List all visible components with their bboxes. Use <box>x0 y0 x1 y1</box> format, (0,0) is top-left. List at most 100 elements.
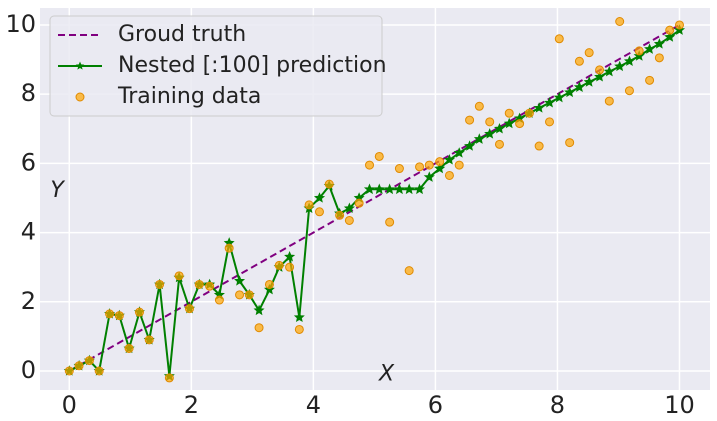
scatter-point <box>474 101 484 111</box>
scatter-point <box>244 290 254 300</box>
scatter-point <box>285 262 295 272</box>
scatter-point <box>64 366 74 376</box>
scatter-point <box>404 266 414 276</box>
star-marker <box>343 202 355 214</box>
scatter-point <box>454 160 464 170</box>
scatter-point <box>155 279 165 289</box>
y-tick-label: 4 <box>21 218 36 246</box>
star-marker <box>293 311 305 323</box>
star-marker <box>253 304 265 316</box>
scatter-point <box>184 304 194 314</box>
scatter-point <box>674 20 684 30</box>
star-marker <box>573 81 585 92</box>
star-marker <box>603 65 615 77</box>
star-marker <box>614 60 626 72</box>
star-marker <box>464 140 476 151</box>
scatter-point <box>504 108 514 118</box>
annotation: X <box>378 361 395 386</box>
star-marker <box>633 50 645 61</box>
scatter-point <box>214 295 224 305</box>
star-marker <box>443 154 455 165</box>
scatter-point <box>205 281 215 291</box>
scatter-point <box>94 366 104 376</box>
x-tick-label: 6 <box>428 391 443 419</box>
legend-swatch <box>75 92 85 102</box>
scatter-point <box>194 279 204 289</box>
scatter-point <box>144 335 154 345</box>
star-marker <box>453 147 465 158</box>
scatter-point <box>264 279 274 289</box>
y-tick-label: 10 <box>5 10 36 38</box>
star-marker <box>664 31 676 42</box>
star-marker <box>423 171 435 182</box>
scatter-point <box>545 117 555 127</box>
scatter-point <box>604 96 614 106</box>
scatter-point <box>294 324 304 334</box>
scatter-point <box>235 290 245 300</box>
scatter-point <box>634 46 644 56</box>
scatter-point <box>435 157 445 167</box>
y-tick-label: 0 <box>21 356 36 384</box>
scatter-point <box>494 139 504 149</box>
y-tick-label: 2 <box>21 287 36 315</box>
scatter-point <box>654 53 664 63</box>
scatter-point <box>485 117 495 127</box>
star-marker <box>363 183 376 195</box>
star-marker <box>373 183 385 195</box>
star-marker <box>553 91 565 103</box>
star-marker <box>623 55 635 66</box>
star-marker <box>533 102 545 113</box>
scatter-point <box>224 243 234 253</box>
scatter-point <box>314 207 324 217</box>
scatter-point <box>645 75 655 85</box>
scatter-point <box>105 309 115 319</box>
scatter-point <box>595 65 605 75</box>
scatter-point <box>374 151 384 161</box>
scatter-point <box>254 323 264 333</box>
scatter-point <box>615 16 625 26</box>
scatter-point <box>574 56 584 66</box>
star-marker <box>503 117 515 129</box>
scatter-point <box>394 164 404 174</box>
scatter-point <box>124 343 134 353</box>
y-tick-label: 8 <box>21 79 36 107</box>
scatter-point <box>565 138 575 148</box>
scatter-point <box>385 217 395 227</box>
annotation: Y <box>50 178 65 203</box>
scatter-point <box>335 210 345 220</box>
scatter-point <box>665 25 675 35</box>
scatter-point <box>114 311 124 321</box>
star-marker <box>313 192 326 203</box>
scatter-point <box>465 115 475 125</box>
scatter-point <box>415 162 425 172</box>
scatter-point <box>424 160 434 170</box>
star-marker <box>263 283 275 295</box>
legend-box <box>49 15 383 117</box>
scatter-point <box>74 361 84 371</box>
x-tick-label: 2 <box>184 391 199 419</box>
scatter-point <box>174 271 184 281</box>
x-tick-label: 0 <box>62 391 77 419</box>
star-marker <box>393 183 405 195</box>
scatter-point <box>274 260 284 270</box>
scatter-point <box>344 215 354 225</box>
data-line <box>68 24 680 372</box>
star-marker <box>673 24 686 35</box>
star-marker <box>594 71 606 82</box>
scatter-point <box>134 307 144 317</box>
x-tick-label: 4 <box>306 391 321 419</box>
star-marker <box>434 162 446 174</box>
legend-label: Training data <box>117 84 261 109</box>
y-tick-label: 6 <box>21 148 36 176</box>
scatter-point <box>324 179 334 189</box>
star-marker <box>583 76 595 87</box>
scatter-point <box>444 170 454 180</box>
star-marker <box>403 183 415 195</box>
scatter-point <box>304 200 314 210</box>
star-marker <box>653 38 665 49</box>
scatter-point <box>164 373 174 383</box>
scatter-point <box>515 119 525 129</box>
scatter-point <box>84 356 94 366</box>
legend-label: Groud truth <box>118 22 246 47</box>
